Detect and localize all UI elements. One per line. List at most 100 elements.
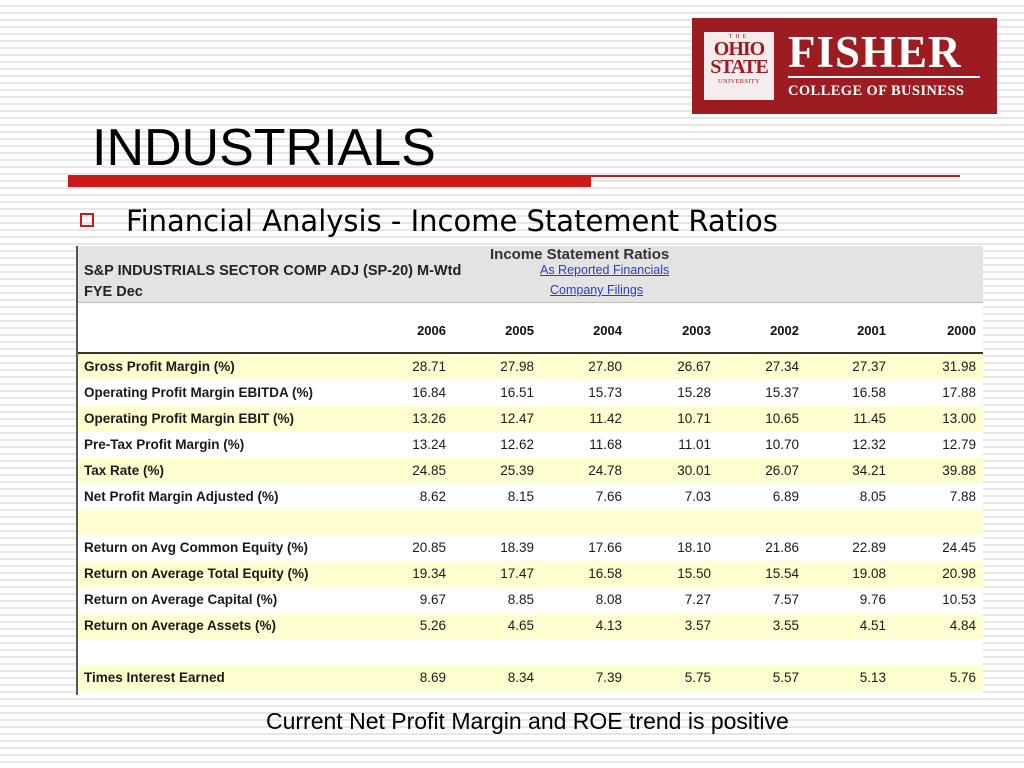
table-cell: 11.68 xyxy=(589,436,622,452)
table-cell: 19.34 xyxy=(412,566,446,582)
table-cell: 16.58 xyxy=(852,384,886,400)
slide-caption: Current Net Profit Margin and ROE trend … xyxy=(266,708,789,734)
row-label: Pre-Tax Profit Margin (%) xyxy=(84,436,245,452)
table-cell: 8.69 xyxy=(419,669,446,685)
table-cell: 5.75 xyxy=(684,669,711,685)
row-label: Operating Profit Margin EBITDA (%) xyxy=(84,384,313,400)
year-header: 2006 xyxy=(417,323,446,338)
osu-university-text: UNIVERSITY xyxy=(718,78,760,85)
income-statement-table: Income Statement Ratios S&P INDUSTRIALS … xyxy=(76,246,983,695)
table-cell: 27.34 xyxy=(765,359,799,374)
table-cell: 10.71 xyxy=(677,410,711,426)
table-cell: 5.57 xyxy=(772,669,799,685)
table-cell: 3.55 xyxy=(772,618,799,633)
company-name: S&P INDUSTRIALS SECTOR COMP ADJ (SP-20) … xyxy=(84,263,462,279)
table-cell: 3.57 xyxy=(684,618,711,633)
table-cell: 27.98 xyxy=(500,359,534,374)
table-row: Return on Average Capital (%) 9.67 8.85 8.0… xyxy=(78,587,983,614)
ohio-state-seal: THE OHIO STATE UNIVERSITY xyxy=(704,32,774,100)
table-cell: 11.42 xyxy=(589,410,622,426)
table-cell: 25.39 xyxy=(500,462,534,478)
row-label: Times Interest Earned xyxy=(84,669,225,685)
table-row: Operating Profit Margin EBIT (%) 13.26 12.… xyxy=(78,405,983,432)
as-reported-financials-link[interactable]: As Reported Financials xyxy=(540,263,670,277)
table-row: Gross Profit Margin (%) 28.71 27.98 27.80 26… xyxy=(78,354,983,380)
row-label: Net Profit Margin Adjusted (%) xyxy=(84,488,279,504)
table-row: Return on Average Assets (%) 5.26 4.65 4.13… xyxy=(78,613,983,639)
table-cell: 26.07 xyxy=(765,462,799,478)
table-cell: 10.65 xyxy=(765,410,799,426)
table-cell: 7.03 xyxy=(684,488,711,504)
table-cell: 18.10 xyxy=(677,540,711,556)
table-cell: 24.85 xyxy=(412,462,446,478)
table-cell: 24.45 xyxy=(942,540,976,556)
table-row: Tax Rate (%) 24.85 25.39 24.78 30.01 26.07 34.… xyxy=(78,457,983,484)
table-row xyxy=(78,638,983,665)
year-header: 2005 xyxy=(505,323,534,338)
table-cell: 15.28 xyxy=(677,384,711,400)
table-cell: 8.08 xyxy=(595,592,622,608)
year-header: 2001 xyxy=(857,323,886,338)
table-cell: 5.26 xyxy=(419,618,446,633)
fiscal-year-end: FYE Dec xyxy=(84,284,143,300)
title-underline-thin xyxy=(591,175,960,177)
year-header-row: 2006 2005 2004 2003 2002 2001 2000 xyxy=(78,302,983,354)
table-cell: 12.79 xyxy=(942,436,976,452)
table-cell: 8.05 xyxy=(859,488,886,504)
table-cell: 8.15 xyxy=(507,488,534,504)
table-cell: 5.76 xyxy=(949,669,976,685)
table-cell: 9.76 xyxy=(859,592,886,608)
college-of-business-text: COLLEGE OF BUSINESS xyxy=(788,83,965,99)
table-cell: 10.70 xyxy=(765,436,799,452)
table-title: Income Statement Ratios xyxy=(490,246,670,263)
table-cell: 31.98 xyxy=(942,359,976,374)
table-cell: 39.88 xyxy=(942,462,976,478)
table-cell: 15.73 xyxy=(588,384,622,400)
table-cell: 21.86 xyxy=(765,540,799,556)
row-label: Gross Profit Margin (%) xyxy=(84,359,235,374)
table-cell: 7.27 xyxy=(684,592,711,608)
table-cell: 10.53 xyxy=(942,592,976,608)
table-cell: 20.85 xyxy=(412,540,446,556)
table-row xyxy=(78,509,983,536)
table-cell: 5.13 xyxy=(859,669,886,685)
slide-title: INDUSTRIALS xyxy=(92,119,436,177)
table-cell: 15.54 xyxy=(765,566,799,582)
table-cell: 8.62 xyxy=(419,488,446,504)
table-cell: 27.80 xyxy=(588,359,622,374)
table-cell: 28.71 xyxy=(412,359,446,374)
table-cell: 20.98 xyxy=(942,566,976,582)
table-cell: 13.26 xyxy=(412,410,446,426)
osu-the-text: THE xyxy=(728,34,750,40)
table-cell: 17.88 xyxy=(942,384,976,400)
table-row: Return on Avg Common Equity (%) 20.85 18.3… xyxy=(78,535,983,562)
table-cell: 15.37 xyxy=(765,384,799,400)
table-cell: 12.47 xyxy=(500,410,534,426)
year-header: 2004 xyxy=(593,323,622,338)
company-filings-link[interactable]: Company Filings xyxy=(550,283,644,297)
table-cell: 13.24 xyxy=(412,436,446,452)
table-cell: 8.85 xyxy=(507,592,534,608)
row-label: Return on Avg Common Equity (%) xyxy=(84,540,308,556)
row-label: Operating Profit Margin EBIT (%) xyxy=(84,410,295,426)
fisher-college-logo: THE OHIO STATE UNIVERSITY FISHER COLLEGE… xyxy=(692,18,997,114)
logo-divider xyxy=(788,76,980,78)
table-cell: 4.84 xyxy=(949,618,976,633)
fisher-wordmark: FISHER xyxy=(788,27,962,77)
table-cell: 4.51 xyxy=(859,618,886,633)
table-cell: 16.58 xyxy=(588,566,622,582)
table-cell: 30.01 xyxy=(677,462,711,478)
table-cell: 27.37 xyxy=(852,359,886,374)
table-cell: 8.34 xyxy=(507,669,534,685)
table-cell: 17.66 xyxy=(588,540,622,556)
table-row: Net Profit Margin Adjusted (%) 8.62 8.15 7.… xyxy=(78,483,983,510)
table-cell: 18.39 xyxy=(500,540,534,556)
table-header: Income Statement Ratios S&P INDUSTRIALS … xyxy=(78,246,983,302)
table-row: Pre-Tax Profit Margin (%) 13.24 12.62 11.68… xyxy=(78,431,983,458)
table-cell: 15.50 xyxy=(677,566,711,582)
table-row: Times Interest Earned 8.69 8.34 7.39 5.75 5.5… xyxy=(78,664,983,691)
table-cell: 12.32 xyxy=(852,436,886,452)
osu-state-text: STATE xyxy=(710,56,769,78)
bullet-text: Financial Analysis - Income Statement Ra… xyxy=(126,204,778,238)
table-cell: 7.57 xyxy=(772,592,799,608)
